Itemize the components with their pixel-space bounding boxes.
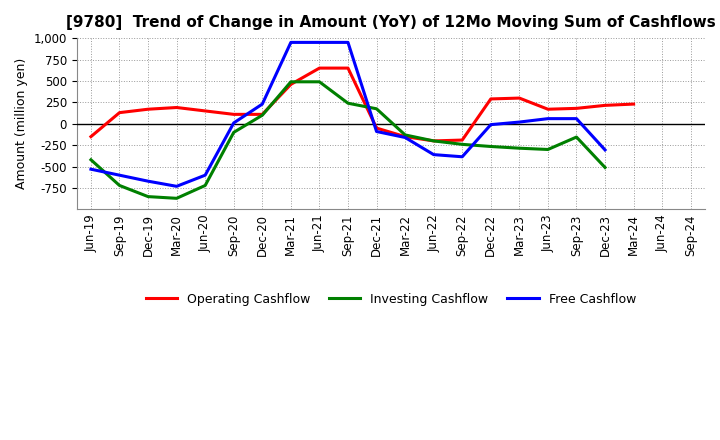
Investing Cashflow — [115, 183, 124, 188]
Operating Cashflow — [144, 106, 153, 112]
Line: Free Cashflow: Free Cashflow — [91, 42, 605, 186]
Free Cashflow — [600, 147, 609, 153]
Investing Cashflow — [258, 113, 266, 118]
Operating Cashflow — [429, 138, 438, 143]
Free Cashflow — [515, 119, 523, 125]
Investing Cashflow — [315, 79, 324, 84]
Operating Cashflow — [629, 102, 638, 107]
Investing Cashflow — [515, 146, 523, 151]
Free Cashflow — [343, 40, 352, 45]
Free Cashflow — [544, 116, 552, 121]
Operating Cashflow — [515, 95, 523, 101]
Operating Cashflow — [172, 105, 181, 110]
Investing Cashflow — [372, 106, 381, 111]
Operating Cashflow — [86, 134, 95, 139]
Free Cashflow — [172, 183, 181, 189]
Investing Cashflow — [572, 135, 581, 140]
Free Cashflow — [372, 129, 381, 134]
Free Cashflow — [115, 172, 124, 178]
Line: Investing Cashflow: Investing Cashflow — [91, 82, 605, 198]
Operating Cashflow — [258, 112, 266, 117]
Investing Cashflow — [287, 79, 295, 84]
Free Cashflow — [401, 135, 410, 140]
Investing Cashflow — [429, 138, 438, 143]
Free Cashflow — [458, 154, 467, 159]
Investing Cashflow — [201, 183, 210, 188]
Free Cashflow — [258, 102, 266, 107]
Investing Cashflow — [600, 165, 609, 170]
Investing Cashflow — [458, 142, 467, 147]
Title: [9780]  Trend of Change in Amount (YoY) of 12Mo Moving Sum of Cashflows: [9780] Trend of Change in Amount (YoY) o… — [66, 15, 716, 30]
Operating Cashflow — [115, 110, 124, 115]
Free Cashflow — [572, 116, 581, 121]
Investing Cashflow — [544, 147, 552, 152]
Investing Cashflow — [401, 132, 410, 138]
Operating Cashflow — [201, 108, 210, 114]
Operating Cashflow — [544, 106, 552, 112]
Free Cashflow — [144, 179, 153, 184]
Investing Cashflow — [230, 130, 238, 135]
Investing Cashflow — [487, 144, 495, 149]
Operating Cashflow — [600, 103, 609, 108]
Operating Cashflow — [343, 66, 352, 71]
Investing Cashflow — [86, 157, 95, 162]
Y-axis label: Amount (million yen): Amount (million yen) — [15, 58, 28, 189]
Operating Cashflow — [458, 137, 467, 143]
Legend: Operating Cashflow, Investing Cashflow, Free Cashflow: Operating Cashflow, Investing Cashflow, … — [141, 288, 641, 311]
Free Cashflow — [86, 167, 95, 172]
Operating Cashflow — [372, 125, 381, 131]
Investing Cashflow — [144, 194, 153, 199]
Operating Cashflow — [487, 96, 495, 102]
Operating Cashflow — [287, 82, 295, 87]
Operating Cashflow — [230, 112, 238, 117]
Free Cashflow — [429, 152, 438, 157]
Investing Cashflow — [172, 196, 181, 201]
Free Cashflow — [287, 40, 295, 45]
Free Cashflow — [487, 122, 495, 127]
Free Cashflow — [230, 120, 238, 125]
Line: Operating Cashflow: Operating Cashflow — [91, 68, 634, 141]
Free Cashflow — [201, 172, 210, 178]
Operating Cashflow — [572, 106, 581, 111]
Operating Cashflow — [315, 66, 324, 71]
Investing Cashflow — [343, 101, 352, 106]
Free Cashflow — [315, 40, 324, 45]
Operating Cashflow — [401, 134, 410, 139]
